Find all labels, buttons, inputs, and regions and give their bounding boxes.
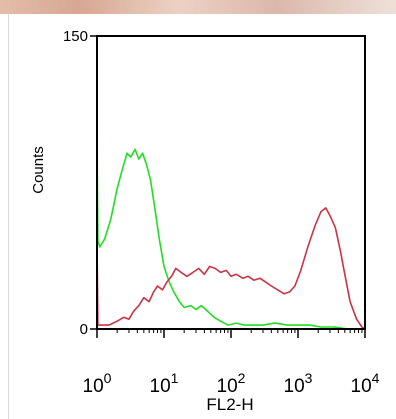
plot-frame [96,35,366,330]
y-tick-label: 0 [80,321,88,338]
x-tick-label: 102 [217,370,246,397]
series-layer [96,35,366,330]
x-axis-label: FL2-H [206,395,253,414]
y-tick-label: 150 [63,28,88,45]
x-tick-label: 100 [83,370,112,397]
cropped-image-strip [0,0,396,14]
x-tick-label: 104 [351,370,380,397]
panel-divider [8,14,9,419]
x-tick-label: 103 [284,370,313,397]
histogram-series-2 [96,207,366,330]
histogram-series-1 [96,35,365,330]
y-axis-label: Counts [30,146,47,194]
ticks-layer: 100 101 102 103 104 0 150 [63,28,380,397]
x-tick-label: 101 [150,370,179,397]
